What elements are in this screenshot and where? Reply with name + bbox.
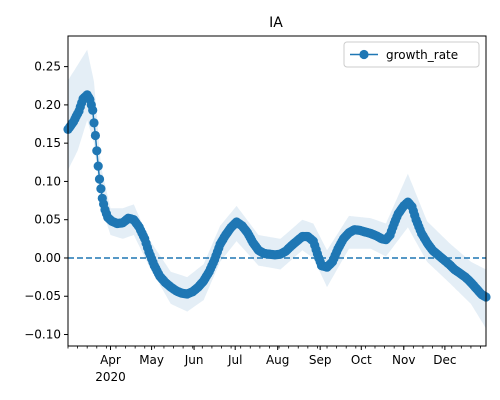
y-tick-label: 0.10 [34, 174, 61, 188]
data-point [89, 118, 99, 128]
x-tick-label: Sep [309, 353, 332, 367]
y-tick-label: −0.05 [24, 289, 61, 303]
confidence-band [68, 49, 486, 329]
data-point [92, 146, 102, 156]
x-tick-label: Nov [392, 353, 415, 367]
legend-marker [359, 49, 369, 60]
x-tick-label: Aug [266, 353, 289, 367]
x-tick-sublabel: 2020 [95, 370, 126, 384]
data-point [90, 130, 100, 141]
y-tick-label: 0.00 [34, 251, 61, 265]
plot-area: 0.25 0.20 0.15 0.10 0.05 0.00 −0.05 −0.10 Apr 202… [24, 35, 491, 384]
x-tick-label: May [139, 353, 164, 367]
y-tick-label: 0.05 [34, 213, 61, 227]
x-tick-label: Oct [351, 353, 372, 367]
axes-frame [67, 35, 487, 347]
data-point [94, 174, 105, 184]
legend: growth_rate [343, 41, 480, 68]
y-tick-label: 0.25 [34, 60, 61, 74]
series-growth_rate [63, 90, 491, 302]
x-tick-label: Jul [227, 353, 242, 367]
data-point [93, 161, 103, 171]
data-point [88, 105, 98, 115]
x-tick-label: Dec [433, 353, 456, 367]
y-tick-label: −0.10 [24, 328, 61, 342]
legend-box [343, 41, 480, 68]
y-tick-label: 0.20 [34, 98, 61, 112]
data-point [96, 184, 106, 194]
y-tick-label: 0.15 [34, 136, 61, 150]
chart-title: IA [269, 15, 283, 31]
x-tick-label: Jun [184, 353, 204, 367]
x-tick-label: Apr [100, 353, 121, 367]
legend-label: growth_rate [386, 48, 458, 62]
